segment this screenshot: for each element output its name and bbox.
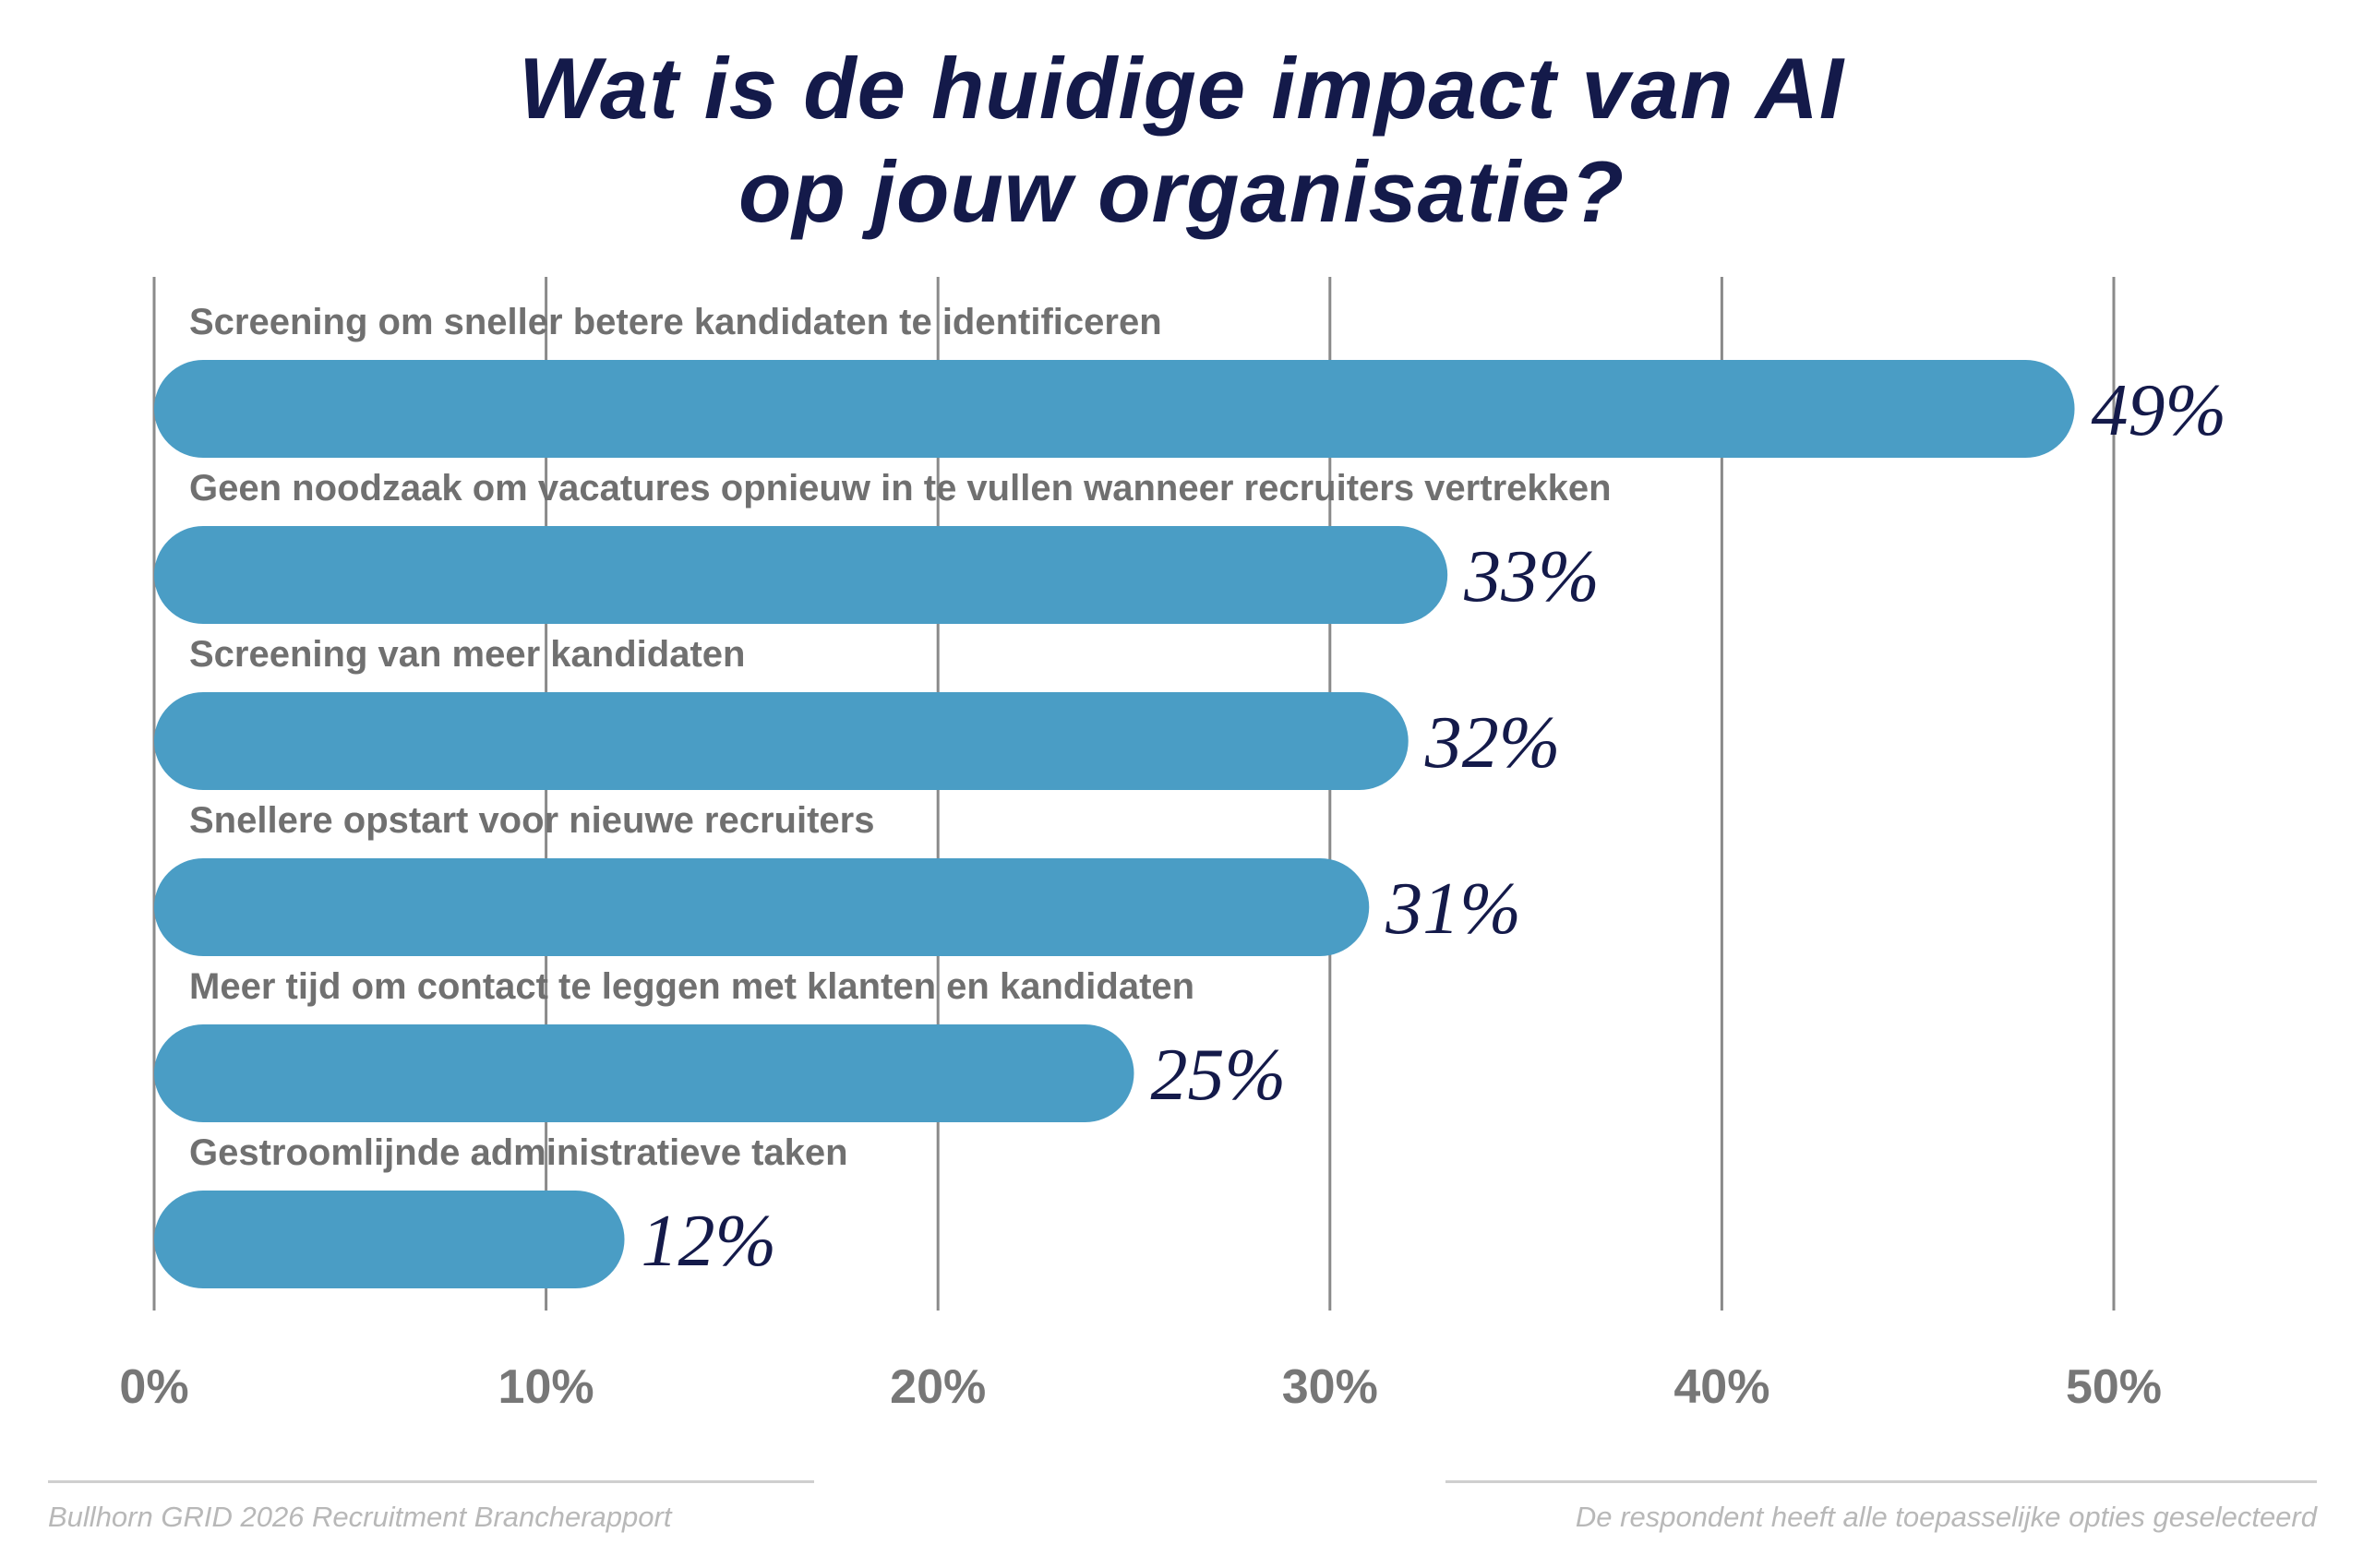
bars: Screening om sneller betere kandidaten t… bbox=[154, 302, 2226, 1288]
bar-6 bbox=[154, 1191, 625, 1288]
x-tick-label-40: 40% bbox=[1673, 1360, 1769, 1414]
footer-note: De respondent heeft alle toepasselijke o… bbox=[1575, 1501, 2317, 1533]
bar-1 bbox=[154, 360, 2075, 458]
bar-3 bbox=[154, 692, 1409, 790]
x-tick-label-0: 0% bbox=[119, 1360, 188, 1414]
value-label-1: 49% bbox=[2092, 370, 2227, 451]
chart-title-line-2: op jouw organisatie? bbox=[738, 143, 1625, 240]
bar-2 bbox=[154, 526, 1448, 624]
footer-left-rule bbox=[48, 1480, 814, 1483]
x-tick-label-20: 20% bbox=[890, 1360, 986, 1414]
x-axis-ticks: 0% 10% 20% 30% 40% 50% bbox=[119, 1360, 2162, 1414]
chart-title-line-1: Wat is de huidige impact van AI bbox=[518, 40, 1845, 137]
value-label-5: 25% bbox=[1151, 1035, 1287, 1116]
category-label-5: Meer tijd om contact te leggen met klant… bbox=[189, 966, 1194, 1007]
footer-source: Bullhorn GRID 2026 Recruitment Branchera… bbox=[48, 1501, 672, 1533]
value-label-3: 32% bbox=[1424, 702, 1561, 784]
x-tick-label-50: 50% bbox=[2066, 1360, 2162, 1414]
value-label-4: 31% bbox=[1385, 868, 1521, 950]
category-label-4: Snellere opstart voor nieuwe recruiters bbox=[189, 800, 874, 841]
bar-5 bbox=[154, 1024, 1134, 1122]
value-label-2: 33% bbox=[1463, 536, 1600, 617]
chart-title: Wat is de huidige impact van AI op jouw … bbox=[0, 37, 2363, 244]
category-label-6: Gestroomlijnde administratieve taken bbox=[189, 1132, 848, 1173]
category-label-3: Screening van meer kandidaten bbox=[189, 634, 745, 675]
x-tick-label-10: 10% bbox=[498, 1360, 594, 1414]
footer-right-rule bbox=[1445, 1480, 2317, 1483]
category-label-1: Screening om sneller betere kandidaten t… bbox=[189, 302, 1162, 342]
bar-4 bbox=[154, 858, 1370, 956]
x-tick-label-30: 30% bbox=[1282, 1360, 1378, 1414]
category-label-2: Geen noodzaak om vacatures opnieuw in te… bbox=[189, 468, 1612, 509]
value-label-6: 12% bbox=[642, 1201, 777, 1282]
